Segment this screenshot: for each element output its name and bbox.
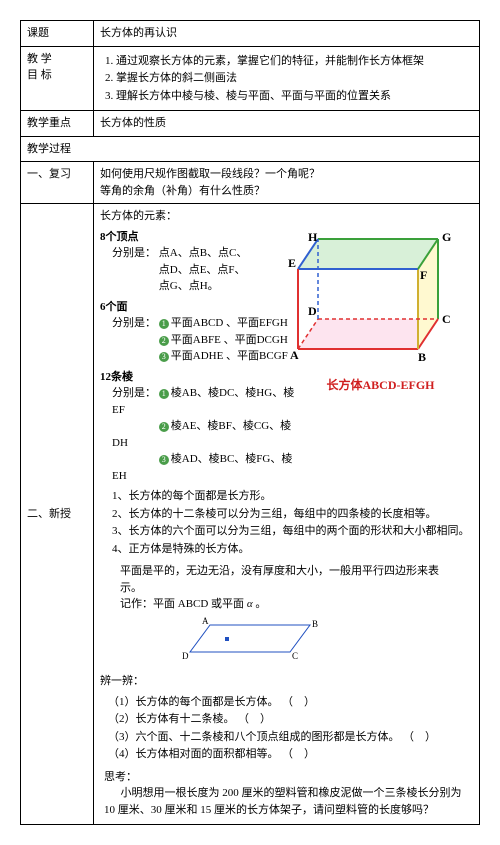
goal-label: 教 学 目 标 (21, 46, 94, 111)
svg-text:E: E (288, 256, 296, 270)
num-badge-icon: 2 (159, 336, 169, 346)
lesson-table: 课题 长方体的再认识 教 学 目 标 通过观察长方体的元素，掌握它们的特征，并能… (20, 20, 480, 825)
test-title: 辨一辨： (100, 673, 473, 690)
svg-text:D: D (182, 651, 189, 661)
svg-text:C: C (442, 312, 451, 326)
new-cell: 长方体的元素： 8个顶点 分别是： 点A、点B、点C、 分别是： 点D、点E、点… (94, 204, 480, 825)
property-item: 2、长方体的十二条棱可以分为三组，每组中的四条棱的长度相等。 (112, 506, 473, 523)
keypoint-value: 长方体的性质 (94, 111, 480, 137)
process-label: 教学过程 (21, 136, 480, 162)
vertices-line: 点G、点H。 (159, 280, 219, 292)
parallelogram-icon: A B C D (170, 617, 330, 662)
svg-text:D: D (308, 304, 317, 318)
plane-note: 记作：平面 ABCD 或平面 α 。 (120, 596, 453, 613)
property-item: 3、长方体的六个面可以分为三组，每组中的两个面的形状和大小都相同。 (112, 523, 473, 540)
think-block: 思考： 小明想用一根长度为 200 厘米的塑料管和橡皮泥做一个三条棱长分别为 1… (104, 769, 469, 819)
review-q1: 如何使用尺规作图截取一段线段？一个角呢？ (100, 166, 473, 183)
vertices-line: 点A、点B、点C、 (159, 247, 248, 259)
num-badge-icon: 3 (159, 352, 169, 362)
vertices-sub: 分别是： (112, 247, 156, 259)
edges-title: 12条棱 (100, 369, 300, 386)
cuboid-caption: 长方体ABCD-EFGH (288, 376, 473, 394)
property-item: 1、长方体的每个面都是长方形。 (112, 488, 473, 505)
goals-cell: 通过观察长方体的元素，掌握它们的特征，并能制作长方体框架 掌握长方体的斜二侧画法… (94, 46, 480, 111)
test-item: （3）六个面、十二条棱和八个顶点组成的图形都是长方体。（ ） (108, 729, 473, 746)
edges-block: 分别是： 1棱AB、棱DC、棱HG、棱EF 分别是： 2棱AE、棱BF、棱CG、… (112, 385, 300, 484)
think-title: 思考： (104, 769, 469, 786)
svg-text:G: G (442, 230, 451, 244)
review-label: 一、复习 (21, 162, 94, 204)
keypoint-label: 教学重点 (21, 111, 94, 137)
cuboid-svg-icon: A B C D E F G H (288, 229, 473, 369)
test-item: （2）长方体有十二条棱。（ ） (108, 711, 473, 728)
vertices-block: 分别是： 点A、点B、点C、 分别是： 点D、点E、点F、 分别是： 点G、点H… (112, 245, 300, 295)
edges-item: 棱AE、棱BF、棱CG、棱DH (112, 420, 291, 449)
topic-value: 长方体的再认识 (94, 21, 480, 47)
svg-text:C: C (292, 651, 298, 661)
num-badge-icon: 1 (159, 319, 169, 329)
svg-text:F: F (420, 268, 427, 282)
edges-sub: 分别是： (112, 387, 156, 399)
vertices-line: 点D、点E、点F、 (159, 264, 246, 276)
faces-sub: 分别是： (112, 317, 156, 329)
test-list: （1）长方体的每个面都是长方体。（ ） （2）长方体有十二条棱。（ ） （3）六… (108, 694, 473, 763)
edges-item: 棱AD、棱BC、棱FG、棱EH (112, 453, 292, 482)
faces-item: 平面ABFE 、平面DCGH (171, 334, 288, 346)
parallelogram-figure: A B C D (170, 617, 453, 668)
goal-item: 理解长方体中棱与棱、棱与平面、平面与平面的位置关系 (116, 88, 473, 105)
faces-block: 分别是： 1平面ABCD 、平面EFGH 分别是： 2平面ABFE 、平面DCG… (112, 315, 300, 365)
svg-text:A: A (202, 617, 209, 626)
goal-item: 掌握长方体的斜二侧画法 (116, 70, 473, 87)
review-q2: 等角的余角（补角）有什么性质？ (100, 183, 473, 200)
svg-text:H: H (308, 230, 318, 244)
plane-desc: 平面是平的，无边无沿，没有厚度和大小，一般用平行四边形来表示。 (120, 563, 453, 596)
review-cell: 如何使用尺规作图截取一段线段？一个角呢？ 等角的余角（补角）有什么性质？ (94, 162, 480, 204)
property-item: 4、正方体是特殊的长方体。 (112, 541, 473, 558)
goal-item: 通过观察长方体的元素，掌握它们的特征，并能制作长方体框架 (116, 53, 473, 70)
topic-label: 课题 (21, 21, 94, 47)
properties-list: 1、长方体的每个面都是长方形。 2、长方体的十二条棱可以分为三组，每组中的四条棱… (112, 488, 473, 557)
new-label: 二、新授 (21, 204, 94, 825)
cuboid-area: 8个顶点 分别是： 点A、点B、点C、 分别是： 点D、点E、点F、 分别是： … (100, 229, 473, 485)
plane-block: 平面是平的，无边无沿，没有厚度和大小，一般用平行四边形来表示。 记作：平面 AB… (120, 563, 453, 667)
num-badge-icon: 3 (159, 455, 169, 465)
elements-title: 长方体的元素： (100, 208, 473, 225)
faces-title: 6个面 (100, 299, 300, 316)
test-item: （4）长方体相对面的面积都相等。（ ） (108, 746, 473, 763)
svg-text:B: B (312, 619, 318, 629)
elements-text: 8个顶点 分别是： 点A、点B、点C、 分别是： 点D、点E、点F、 分别是： … (100, 229, 300, 485)
cuboid-figure: A B C D E F G H 长方体ABCD-EFGH (288, 229, 473, 395)
test-item: （1）长方体的每个面都是长方体。（ ） (108, 694, 473, 711)
faces-item: 平面ADHE 、平面BCGF (171, 350, 288, 362)
num-badge-icon: 2 (159, 422, 169, 432)
think-body: 小明想用一根长度为 200 厘米的塑料管和橡皮泥做一个三条棱长分别为 10 厘米… (104, 785, 469, 818)
num-badge-icon: 1 (159, 389, 169, 399)
vertices-title: 8个顶点 (100, 229, 300, 246)
svg-text:A: A (290, 348, 299, 362)
svg-text:B: B (418, 350, 426, 364)
faces-item: 平面ABCD 、平面EFGH (171, 317, 288, 329)
